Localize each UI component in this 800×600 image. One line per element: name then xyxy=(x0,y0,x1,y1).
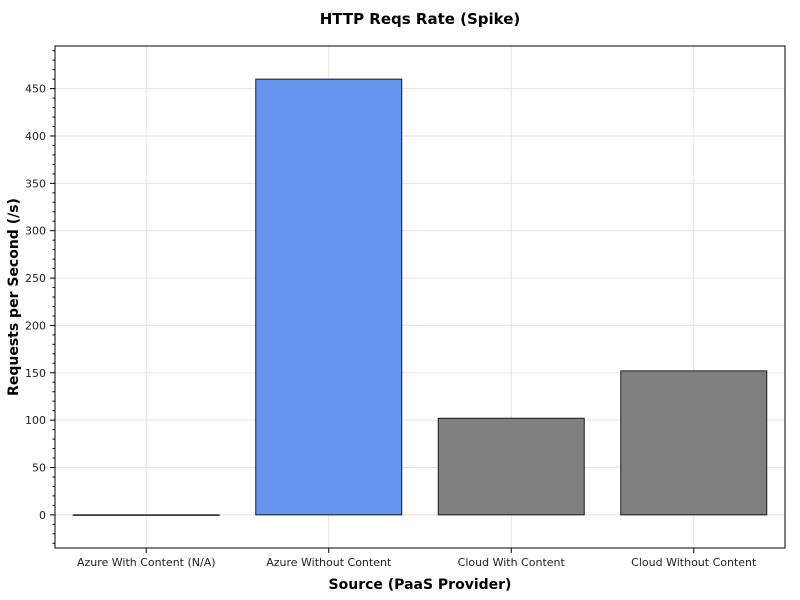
y-tick-label: 100 xyxy=(25,414,46,427)
y-tick-label: 400 xyxy=(25,130,46,143)
y-tick-label: 350 xyxy=(25,177,46,190)
y-axis-label: Requests per Second (/s) xyxy=(6,198,22,396)
y-tick-label: 250 xyxy=(25,272,46,285)
y-tick-label: 50 xyxy=(32,461,46,474)
x-tick-label: Cloud With Content xyxy=(458,556,566,569)
y-tick-label: 300 xyxy=(25,225,46,238)
x-axis-label: Source (PaaS Provider) xyxy=(329,577,512,593)
chart-title: HTTP Reqs Rate (Spike) xyxy=(320,10,521,28)
y-tick-label: 0 xyxy=(39,509,46,522)
bar-cloud-with-content xyxy=(437,417,585,516)
y-tick-label: 200 xyxy=(25,319,46,332)
y-tick-label: 450 xyxy=(25,83,46,96)
x-tick-label: Azure With Content (N/A) xyxy=(77,556,216,569)
x-tick-label: Cloud Without Content xyxy=(631,556,757,569)
bar-azure-with-content-n-a xyxy=(72,514,220,516)
y-tick-label: 150 xyxy=(25,367,46,380)
x-tick-label: Azure Without Content xyxy=(266,556,392,569)
bar-cloud-without-content xyxy=(620,370,768,516)
bars xyxy=(72,78,768,516)
bar-azure-without-content xyxy=(255,78,403,516)
y-axis-ticks: 0 50 100 150 200 250 300 350 400 450 xyxy=(25,50,55,544)
x-axis-ticks: Azure With Content (N/A) Azure Without Co… xyxy=(77,548,757,569)
